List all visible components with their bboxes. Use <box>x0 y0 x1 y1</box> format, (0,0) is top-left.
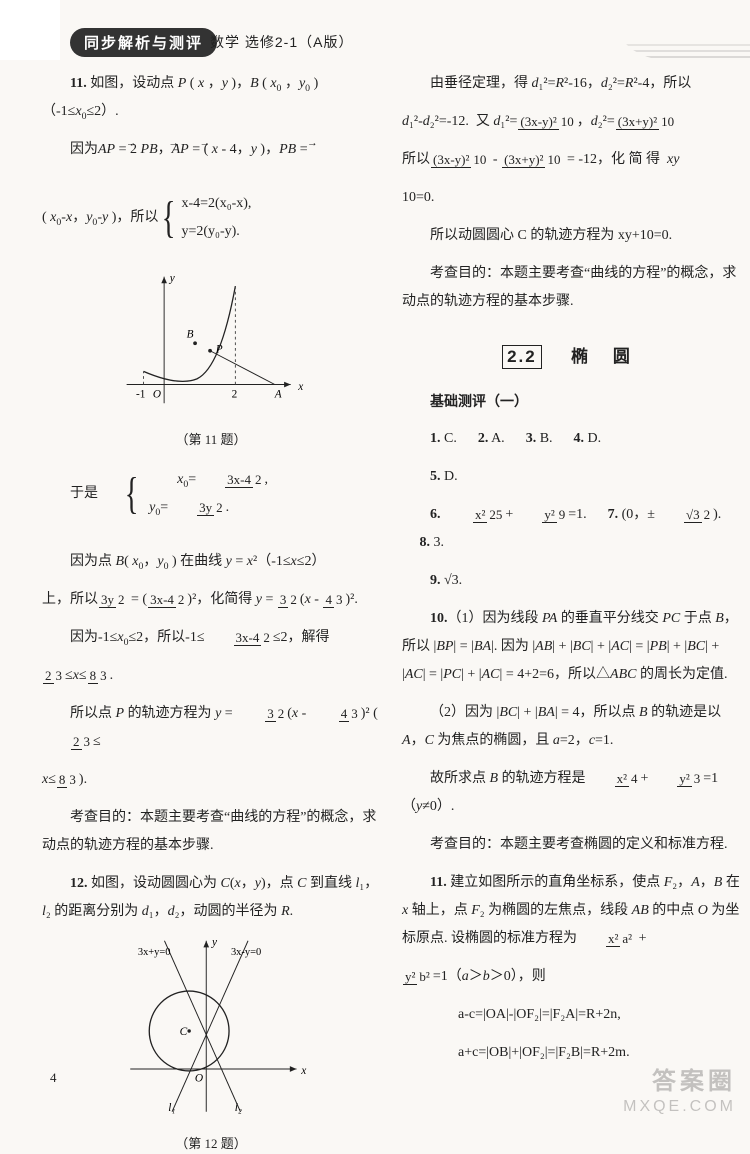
subhead-basic-1: 基础测评（一） <box>402 387 740 415</box>
q11-eq2: y²b²=1（a＞b＞0），则 <box>402 963 740 991</box>
p11-result: 所以点 P 的轨迹方程为 y = 32(x - 43)² (23≤ <box>42 700 380 756</box>
p11-on-curve-1: 因为点 B( x0，y0 ) 在曲线 y = x²（-1≤x≤2） <box>42 548 380 576</box>
svg-text:3x+y=0: 3x+y=0 <box>138 947 171 958</box>
r-purpose: 考查目的：本题主要考查“曲线的方程”的概念，求动点的轨迹方程的基本步骤. <box>402 260 740 316</box>
p11-range: 因为-1≤x0≤2，所以-1≤3x-42≤2，解得 <box>42 624 380 652</box>
p11-range-2: 23≤x≤83. <box>42 662 380 690</box>
figure-12: C O x y 3x+y=0 3x-y=0 l₁ l₂ （第 12 题） <box>42 936 380 1152</box>
svg-text:y: y <box>169 272 175 284</box>
answer-9: 9. 9. √3.√3. <box>402 567 740 595</box>
figure-11-caption: （第 11 题） <box>42 429 380 448</box>
q11-line-c: a-c=|OA|-|OF₂|=|F₂A|=R+2n, <box>402 1001 740 1029</box>
q10-2: （2）因为 |BC| + |BA| = 4，所以点 B 的轨迹是以 A，C 为焦… <box>402 699 740 755</box>
r-simplify: 所以(3x-y)²10 - (3x+y)²10 = -12，化 简 得 xy <box>402 146 740 174</box>
answer-5: 5. D. <box>402 463 740 491</box>
svg-text:l₂: l₂ <box>235 1102 242 1114</box>
q11-intro: 11. 建立如图所示的直角坐标系，使点 F₂，A，B 在 x 轴上，点 F₂ 为… <box>402 869 740 953</box>
svg-text:y: y <box>211 937 218 949</box>
svg-text:3x-y=0: 3x-y=0 <box>231 947 261 958</box>
q10-eq: 故所求点 B 的轨迹方程是x²4+y²3=1（y≠0）. <box>402 765 740 821</box>
svg-text:2: 2 <box>232 389 238 401</box>
q10-1: 10.（1）因为线段 PA 的垂直平分线交 PC 于点 B，所以 |BP| = … <box>402 605 740 689</box>
left-column: 11. 如图，设动点 P ( x ，y )，B ( x0 ，y0 )（-1≤x0… <box>42 70 380 1154</box>
r-locus: 所以动圆圆心 C 的轨迹方程为 xy+10=0. <box>402 222 740 250</box>
p11-hence: 于是{ x0=3x-42, y0=3y2. <box>42 450 380 538</box>
svg-text:l₁: l₁ <box>168 1102 175 1114</box>
p11-intro: 11. 如图，设动点 P ( x ，y )，B ( x0 ，y0 )（-1≤x0… <box>42 70 380 126</box>
right-column: 由垂径定理，得 d₁²=R²-16，d₂²=R²-4，所以 d₁²-d₂²=-1… <box>402 70 740 1154</box>
subtitle: 数学 选修2-1（A版） <box>210 32 353 52</box>
figure-11: -1 2 O A x y B P （第 11 题） <box>42 272 380 448</box>
p12-intro: 12. 如图，设动圆圆心为 C(x，y)，点 C 到直线 l₁，l₂ 的距离分别… <box>42 870 380 926</box>
q10-purpose: 考查目的：本题主要考查椭圆的定义和标准方程. <box>402 831 740 859</box>
svg-text:x: x <box>297 381 303 393</box>
header-decoration <box>620 26 750 62</box>
r-result-line: 10=0. <box>402 184 740 212</box>
svg-text:A: A <box>274 389 282 401</box>
answers-1-4: 1. C. 2. A. 3. B. 4. D. <box>402 425 740 453</box>
badge: 同步解析与测评 <box>70 28 217 57</box>
p11-cases: ( x0-x，y0-y )，所以{x-4=2(x₀-x),y=2(y₀-y). <box>42 174 380 262</box>
p11-vectors: 因为AP = 2 PB，AP = ( x - 4，y )，PB = <box>42 136 380 164</box>
svg-text:B: B <box>187 329 194 341</box>
watermark: 答案圈 MXQE.COM <box>623 1068 736 1116</box>
svg-text:x: x <box>300 1065 306 1077</box>
p11-purpose: 考查目的：本题主要考查“曲线的方程”的概念，求动点的轨迹方程的基本步骤. <box>42 804 380 860</box>
figure-12-caption: （第 12 题） <box>42 1133 380 1152</box>
r-pyth: 由垂径定理，得 d₁²=R²-16，d₂²=R²-4，所以 <box>402 70 740 98</box>
page-number: 4 <box>50 1070 57 1086</box>
q11-line-d: a+c=|OB|+|OF₂|=|F₂B|=R+2m. <box>402 1039 740 1067</box>
p11-result-2: x≤83). <box>42 766 380 794</box>
svg-text:-1: -1 <box>136 389 145 401</box>
svg-text:O: O <box>153 389 161 401</box>
answers-6-8: 6. x²25+y²9=1. 7. (0，±√32). 8. 3. <box>402 501 740 557</box>
svg-text:P: P <box>215 344 223 356</box>
svg-text:C: C <box>180 1026 188 1038</box>
r-diff: d₁²-d₂²=-12. 又 d₁²=(3x-y)²10，d₂²=(3x+y)²… <box>402 108 740 136</box>
svg-text:O: O <box>195 1072 203 1084</box>
section-title: 2.2 椭 圆 <box>402 342 740 369</box>
p11-on-curve-2: 上，所以3y2 = (3x-42)²，化简得 y = 32(x - 43)². <box>42 586 380 614</box>
page-header: 同步解析与测评 数学 选修2-1（A版） <box>0 0 750 60</box>
